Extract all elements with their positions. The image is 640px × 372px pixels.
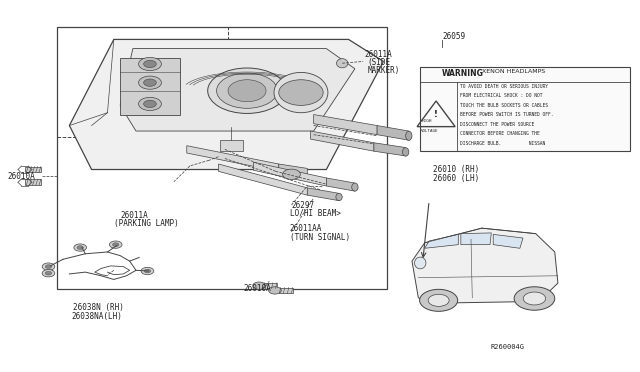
Circle shape: [279, 80, 323, 105]
Circle shape: [283, 169, 300, 179]
Text: TO AVOID DEATH OR SERIOUS INJURY: TO AVOID DEATH OR SERIOUS INJURY: [460, 84, 548, 89]
Polygon shape: [412, 228, 558, 303]
Text: R260004G: R260004G: [490, 344, 524, 350]
Ellipse shape: [274, 73, 328, 113]
Circle shape: [109, 241, 122, 248]
FancyBboxPatch shape: [279, 288, 292, 294]
Circle shape: [269, 287, 282, 294]
Polygon shape: [425, 234, 458, 248]
Circle shape: [228, 80, 266, 102]
Text: LO/HI BEAM>: LO/HI BEAM>: [289, 209, 340, 218]
Text: (TURN SIGNAL): (TURN SIGNAL): [289, 233, 349, 242]
Circle shape: [143, 100, 156, 108]
Circle shape: [524, 292, 546, 305]
Ellipse shape: [415, 257, 426, 269]
Circle shape: [216, 73, 278, 108]
FancyBboxPatch shape: [220, 140, 243, 151]
Text: TOUCH THE BULB SOCKETS OR CABLES: TOUCH THE BULB SOCKETS OR CABLES: [460, 103, 548, 108]
Ellipse shape: [337, 59, 348, 68]
Text: 26011A: 26011A: [120, 211, 148, 220]
Polygon shape: [120, 49, 355, 131]
Bar: [420, 67, 630, 151]
Text: 26060 (LH): 26060 (LH): [433, 174, 479, 183]
Circle shape: [428, 294, 449, 307]
Text: DISCONNECT THE POWER SOURCE: DISCONNECT THE POWER SOURCE: [460, 122, 534, 127]
Bar: [57, 26, 228, 137]
Polygon shape: [461, 233, 492, 245]
Text: FROM ELECTRICAL SHOCK : DO NOT: FROM ELECTRICAL SHOCK : DO NOT: [460, 93, 543, 98]
Text: (SIDE: (SIDE: [367, 58, 390, 67]
Circle shape: [208, 68, 286, 113]
Circle shape: [141, 267, 154, 275]
Polygon shape: [493, 234, 523, 248]
Circle shape: [77, 246, 83, 249]
Text: 26038NA(LH): 26038NA(LH): [71, 312, 122, 321]
FancyBboxPatch shape: [25, 167, 41, 173]
Text: 26297: 26297: [291, 201, 315, 209]
Ellipse shape: [352, 183, 358, 191]
Text: 26010A: 26010A: [244, 284, 271, 293]
FancyBboxPatch shape: [25, 179, 41, 185]
Text: HIGH: HIGH: [422, 119, 433, 123]
Text: CONNECTOR BEFORE CHANGING THE: CONNECTOR BEFORE CHANGING THE: [460, 131, 540, 137]
Text: XENON HEADLAMPS: XENON HEADLAMPS: [480, 69, 545, 74]
Circle shape: [42, 263, 55, 270]
Circle shape: [514, 287, 555, 310]
Text: 26010 (RH): 26010 (RH): [433, 165, 479, 174]
Text: DISCHARGE BULB.          NISSAN: DISCHARGE BULB. NISSAN: [460, 141, 545, 146]
Text: VOLTAGE: VOLTAGE: [421, 129, 438, 133]
Text: 26059: 26059: [442, 32, 465, 41]
Text: !: !: [434, 110, 438, 119]
Circle shape: [420, 289, 458, 311]
Text: 26010A: 26010A: [8, 171, 36, 181]
Polygon shape: [326, 178, 355, 191]
Polygon shape: [253, 162, 326, 186]
Circle shape: [45, 265, 52, 269]
Polygon shape: [307, 188, 339, 201]
Circle shape: [253, 282, 266, 289]
Polygon shape: [374, 143, 406, 156]
Ellipse shape: [406, 131, 412, 140]
Circle shape: [143, 79, 156, 86]
Text: WARNING: WARNING: [442, 69, 484, 78]
Circle shape: [74, 244, 86, 251]
Text: BEFORE POWER SWITCH IS TURNED OFF.: BEFORE POWER SWITCH IS TURNED OFF.: [460, 112, 554, 117]
Text: 26038N (RH): 26038N (RH): [72, 303, 124, 312]
Polygon shape: [310, 131, 374, 151]
Bar: [57, 26, 387, 289]
Polygon shape: [187, 146, 279, 171]
Polygon shape: [218, 164, 307, 195]
Text: MARKER): MARKER): [367, 66, 400, 75]
Circle shape: [143, 60, 156, 68]
Circle shape: [138, 97, 161, 110]
Circle shape: [113, 243, 119, 247]
Circle shape: [42, 270, 55, 277]
Polygon shape: [279, 164, 307, 175]
Text: 26011AA: 26011AA: [289, 224, 322, 232]
Text: (PARKING LAMP): (PARKING LAMP): [114, 219, 179, 228]
Polygon shape: [314, 115, 377, 135]
Ellipse shape: [403, 148, 409, 156]
Circle shape: [138, 76, 161, 89]
FancyBboxPatch shape: [263, 283, 277, 289]
Polygon shape: [69, 39, 383, 170]
Ellipse shape: [336, 193, 342, 201]
Text: 26011A: 26011A: [364, 49, 392, 58]
Polygon shape: [377, 125, 409, 140]
FancyBboxPatch shape: [120, 58, 180, 115]
Circle shape: [144, 269, 150, 273]
Circle shape: [138, 57, 161, 71]
Circle shape: [45, 272, 52, 275]
